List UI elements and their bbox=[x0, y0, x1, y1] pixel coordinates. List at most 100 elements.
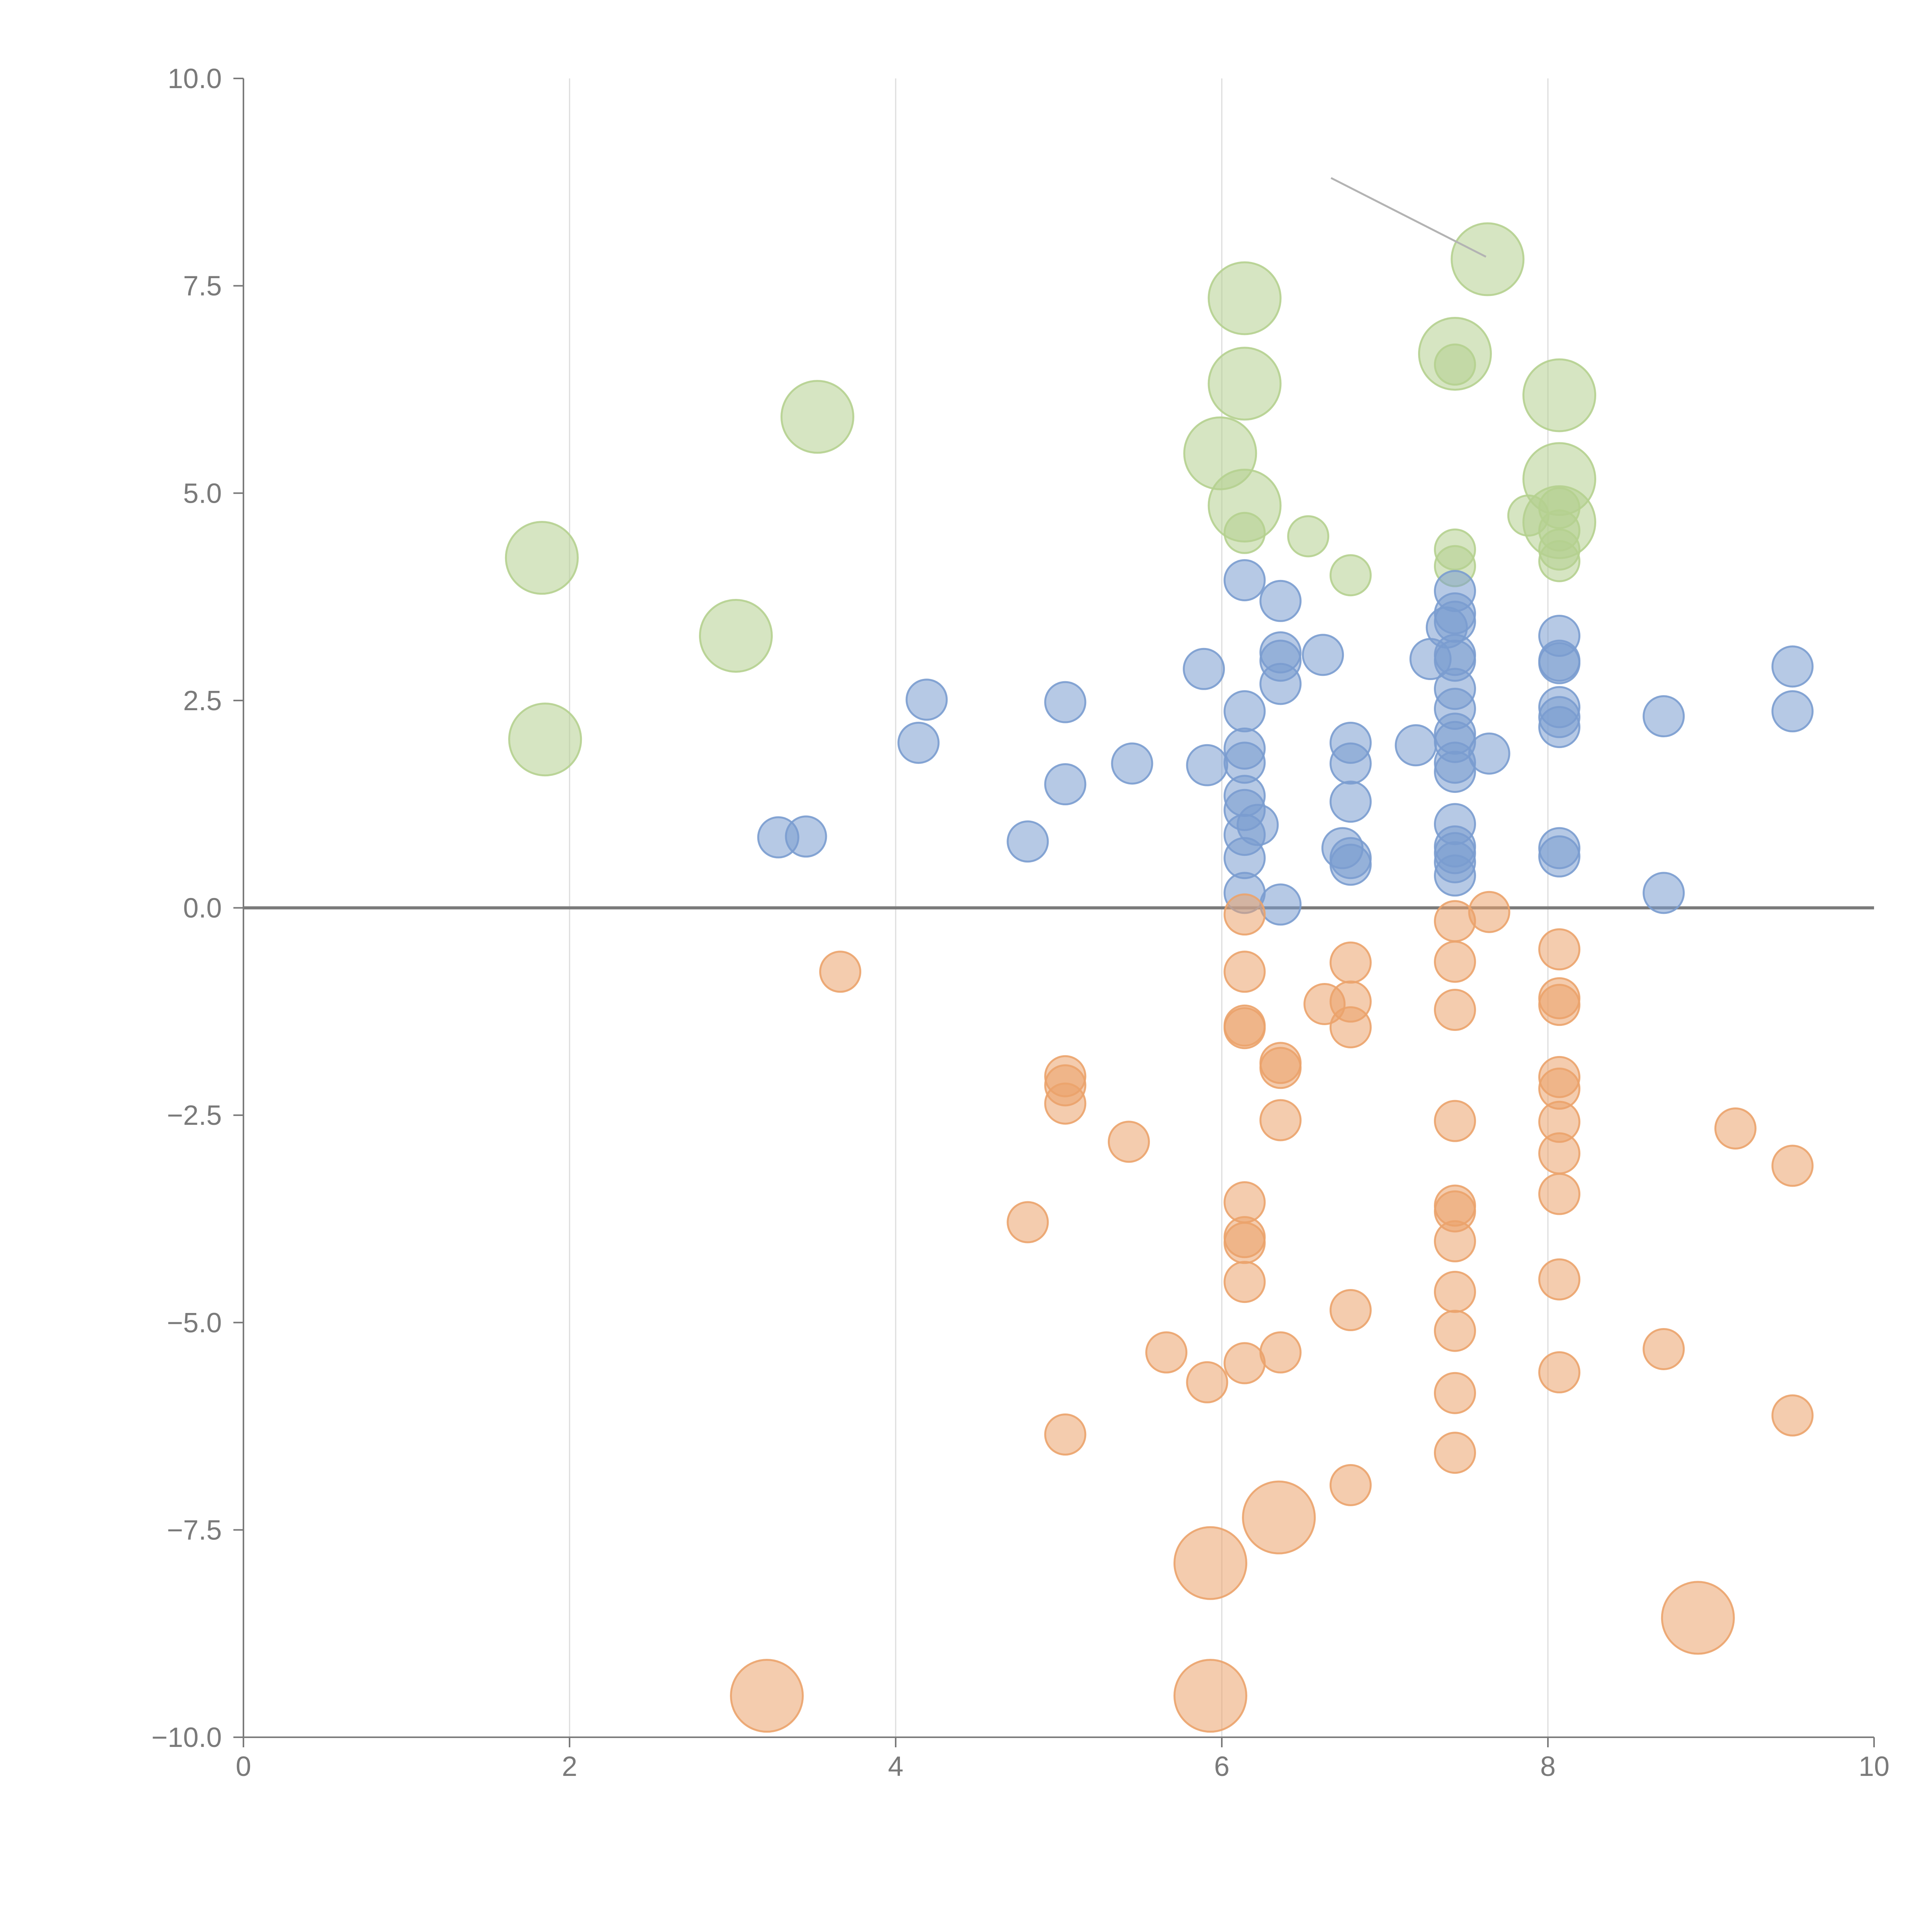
orange-bubble bbox=[1434, 1220, 1476, 1262]
orange-bubble bbox=[1145, 1331, 1188, 1374]
bubble-layer bbox=[505, 222, 1814, 1733]
orange-bubble bbox=[1538, 928, 1581, 971]
orange-bubble bbox=[1186, 1361, 1228, 1403]
orange-bubble bbox=[1173, 1526, 1247, 1600]
green-bubble bbox=[1223, 512, 1266, 554]
orange-bubble bbox=[1044, 1082, 1087, 1125]
blue-bubble bbox=[1111, 742, 1153, 785]
orange-bubble bbox=[1538, 1173, 1581, 1215]
green-bubble bbox=[1538, 540, 1581, 582]
green-bubble bbox=[1522, 358, 1597, 432]
orange-bubble bbox=[1434, 1270, 1476, 1313]
blue-bubble bbox=[785, 815, 827, 858]
green-bubble bbox=[1451, 222, 1525, 296]
orange-bubble bbox=[1223, 1342, 1266, 1384]
orange-bubble bbox=[1434, 1310, 1476, 1352]
x-tick-label: 4 bbox=[888, 1751, 903, 1782]
blue-bubble bbox=[1236, 804, 1279, 846]
blue-bubble bbox=[1183, 648, 1225, 690]
blue-bubble bbox=[1643, 695, 1685, 738]
orange-bubble bbox=[819, 951, 862, 993]
orange-bubble bbox=[1329, 1289, 1372, 1332]
blue-bubble bbox=[1186, 744, 1228, 786]
green-bubble bbox=[1434, 344, 1476, 386]
blue-bubble bbox=[1259, 663, 1302, 705]
annotation-layer bbox=[1330, 177, 1486, 258]
blue-bubble bbox=[1044, 681, 1087, 723]
orange-bubble bbox=[1329, 1464, 1372, 1506]
green-bubble bbox=[699, 599, 773, 673]
blue-bubble bbox=[1643, 872, 1685, 914]
orange-bubble bbox=[1259, 1047, 1302, 1089]
blue-bubble bbox=[1259, 883, 1302, 926]
blue-bubble bbox=[1044, 763, 1087, 806]
orange-bubble bbox=[1259, 1099, 1302, 1141]
y-tick-label: 10.0 bbox=[168, 63, 222, 94]
blue-bubble bbox=[1434, 750, 1476, 793]
y-tick-label: 0.0 bbox=[183, 893, 222, 924]
orange-bubble bbox=[1538, 984, 1581, 1026]
orange-bubble bbox=[1242, 1480, 1316, 1554]
orange-bubble bbox=[1538, 1351, 1581, 1394]
orange-bubble bbox=[1434, 940, 1476, 983]
blue-bubble bbox=[897, 721, 940, 764]
orange-bubble bbox=[1329, 941, 1372, 984]
x-tick-label: 10 bbox=[1859, 1751, 1889, 1782]
orange-bubble bbox=[730, 1659, 804, 1733]
blue-bubble bbox=[1468, 732, 1510, 775]
green-bubble bbox=[780, 380, 854, 454]
green-bubble bbox=[1208, 347, 1282, 421]
y-tick-label: −7.5 bbox=[167, 1515, 222, 1546]
orange-bubble bbox=[1434, 989, 1476, 1031]
y-tick-label: 5.0 bbox=[183, 478, 222, 509]
x-tick-label: 6 bbox=[1214, 1751, 1230, 1782]
orange-bubble bbox=[1643, 1328, 1685, 1370]
green-bubble bbox=[505, 521, 579, 595]
axes-layer bbox=[233, 78, 1875, 1747]
x-tick-label: 8 bbox=[1540, 1751, 1556, 1782]
blue-bubble bbox=[1538, 642, 1581, 684]
orange-bubble bbox=[1434, 1432, 1476, 1474]
orange-bubble bbox=[1661, 1581, 1735, 1655]
tick-label-layer: 0 2 4 6 8 10 10.0 7.5 5.0 2.5 0.0 −2.5 −5.0 −7.5 −10.0 bbox=[151, 63, 1889, 1782]
blue-bubble bbox=[1259, 580, 1302, 622]
orange-bubble bbox=[1434, 1372, 1476, 1414]
x-tick-label: 0 bbox=[236, 1751, 251, 1782]
y-tick-label: 7.5 bbox=[183, 271, 222, 302]
green-bubble bbox=[508, 702, 582, 777]
green-bubble bbox=[1208, 261, 1282, 335]
blue-bubble bbox=[1007, 820, 1049, 863]
blue-bubble bbox=[1771, 645, 1814, 688]
orange-bubble bbox=[1434, 1100, 1476, 1142]
blue-bubble bbox=[1395, 724, 1437, 767]
blue-bubble bbox=[1538, 706, 1581, 748]
orange-bubble bbox=[1223, 1261, 1266, 1303]
blue-bubble bbox=[905, 679, 948, 721]
blue-bubble bbox=[1223, 690, 1266, 733]
orange-bubble bbox=[1223, 1222, 1266, 1264]
orange-bubble bbox=[1714, 1107, 1757, 1150]
x-tick-label: 2 bbox=[562, 1751, 577, 1782]
blue-bubble bbox=[1329, 742, 1372, 785]
blue-bubble bbox=[1329, 781, 1372, 823]
orange-bubble bbox=[1329, 1006, 1372, 1049]
y-tick-label: −5.0 bbox=[167, 1308, 222, 1338]
orange-bubble bbox=[1223, 893, 1266, 936]
orange-bubble bbox=[1223, 1004, 1266, 1047]
green-bubble bbox=[1329, 554, 1372, 597]
orange-bubble bbox=[1107, 1121, 1150, 1163]
orange-bubble bbox=[1538, 1132, 1581, 1175]
y-tick-label: −10.0 bbox=[151, 1722, 222, 1753]
blue-bubble bbox=[1329, 844, 1372, 886]
y-tick-label: 2.5 bbox=[183, 685, 222, 716]
orange-bubble bbox=[1771, 1145, 1814, 1187]
orange-bubble bbox=[1044, 1413, 1087, 1456]
orange-bubble bbox=[1173, 1659, 1247, 1733]
orange-bubble bbox=[1223, 951, 1266, 993]
blue-bubble bbox=[1302, 634, 1344, 676]
orange-bubble bbox=[1771, 1394, 1814, 1437]
y-tick-label: −2.5 bbox=[167, 1100, 222, 1131]
orange-bubble bbox=[1259, 1331, 1302, 1374]
blue-bubble bbox=[1771, 690, 1814, 733]
